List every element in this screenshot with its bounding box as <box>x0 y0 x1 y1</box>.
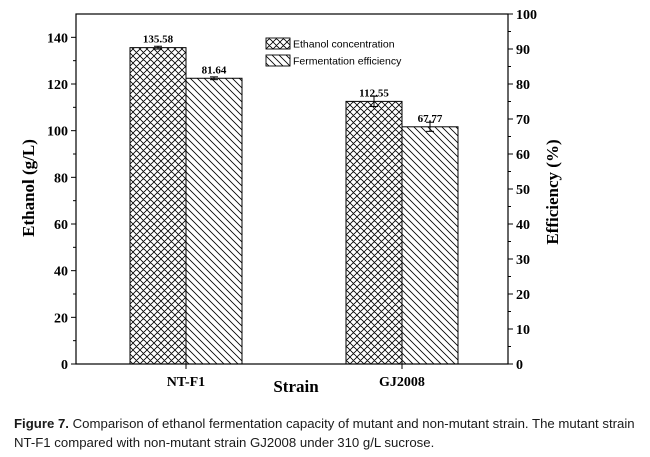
y2-tick-label: 80 <box>516 78 530 93</box>
figure-caption: Figure 7. Comparison of ethanol fermenta… <box>14 414 644 452</box>
y2-tick-label: 20 <box>516 288 530 303</box>
y-tick-label: 120 <box>47 78 68 93</box>
legend-label: Ethanol concentration <box>293 39 395 51</box>
bar-chart: 0 20 40 60 80 100 120 140 0 10 20 30 40 50 60 70 80 90 100… <box>19 8 562 396</box>
legend-label: Fermentation efficiency <box>293 56 402 68</box>
bar <box>185 77 243 365</box>
y-tick-label: 60 <box>54 218 68 233</box>
legend-swatch <box>265 37 291 50</box>
legend-swatch <box>265 54 291 67</box>
y2-tick-label: 40 <box>516 218 530 233</box>
y2-tick-label: 10 <box>516 323 530 338</box>
y-tick-label: 100 <box>47 125 68 140</box>
bar <box>345 100 403 365</box>
y2-tick-label: 60 <box>516 148 530 163</box>
caption-label: Figure 7. <box>14 416 69 431</box>
y2-tick-label: 100 <box>516 8 537 23</box>
data-label: 67.77 <box>418 113 443 125</box>
y2-tick-label: 70 <box>516 113 530 128</box>
x-axis-title: Strain <box>273 377 319 396</box>
y2-axis-title: Efficiency (%) <box>543 139 562 244</box>
y-tick-label: 80 <box>54 171 68 186</box>
y2-tick-label: 0 <box>516 358 523 373</box>
y-tick-label: 140 <box>47 31 68 46</box>
y2-tick-label: 90 <box>516 43 530 58</box>
legend: Ethanol concentration Fermentation effici… <box>265 37 402 68</box>
bar <box>401 126 459 365</box>
caption-text: Comparison of ethanol fermentation capac… <box>14 416 635 450</box>
y2-tick-label: 30 <box>516 253 530 268</box>
y2-tick-label: 50 <box>516 183 530 198</box>
data-label: 112.55 <box>359 87 389 99</box>
bar <box>129 47 187 365</box>
y-tick-label: 40 <box>54 265 68 280</box>
data-label: 81.64 <box>202 64 227 76</box>
y-tick-label: 0 <box>61 358 68 373</box>
x-tick-label: GJ2008 <box>379 375 425 390</box>
x-tick-label: NT-F1 <box>167 375 205 390</box>
y-axis-title: Ethanol (g/L) <box>19 139 38 237</box>
data-label: 135.58 <box>143 34 174 46</box>
y-tick-label: 20 <box>54 311 68 326</box>
